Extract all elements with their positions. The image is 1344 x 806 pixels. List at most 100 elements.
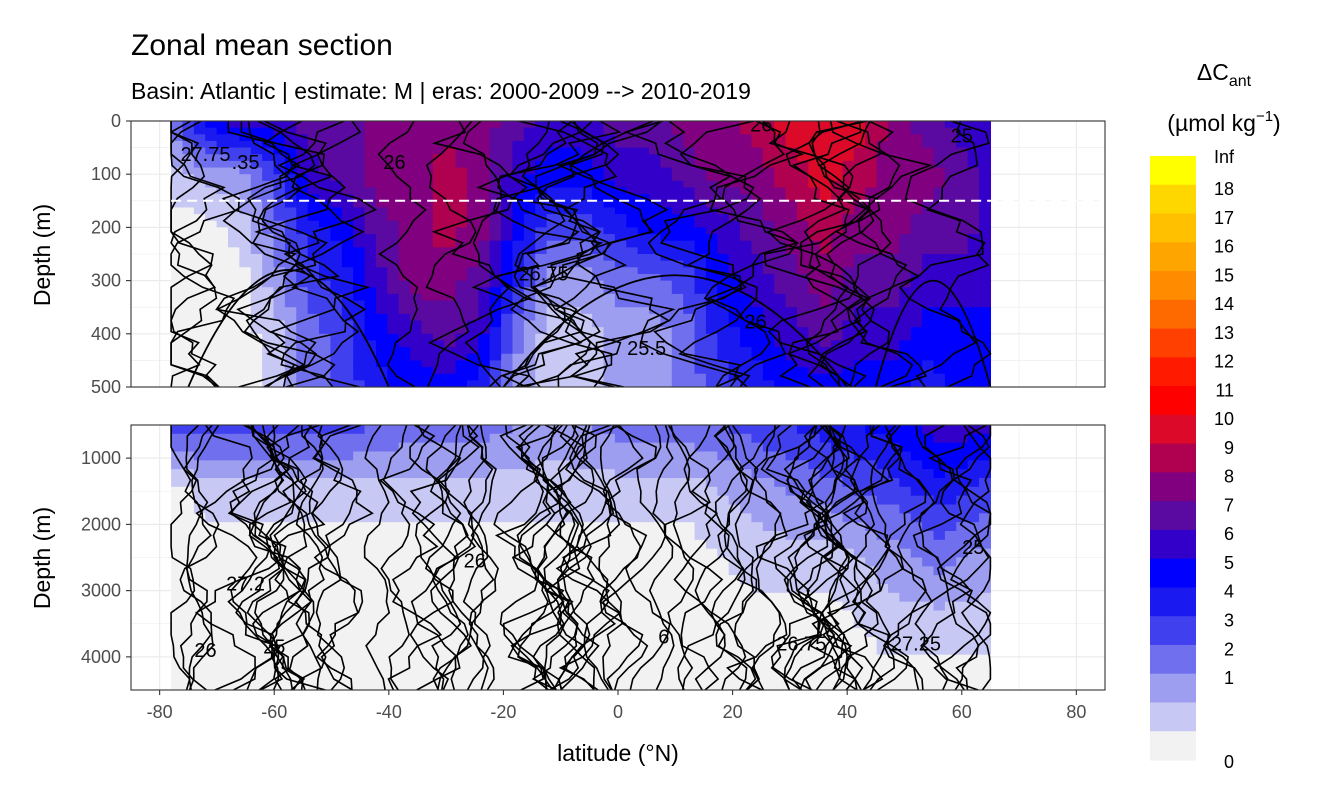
field-cell: [728, 340, 741, 348]
field-cell: [512, 313, 525, 322]
field-cell: [785, 442, 798, 453]
field-cell: [364, 460, 377, 470]
field-cell: [831, 267, 844, 275]
field-cell: [444, 373, 457, 381]
field-cell: [341, 584, 354, 594]
field-cell: [785, 214, 798, 222]
field-cell: [876, 254, 889, 262]
field-cell: [398, 293, 411, 302]
field-cell: [296, 254, 309, 262]
field-cell: [910, 254, 923, 262]
field-cell: [580, 214, 593, 222]
field-cell: [694, 234, 707, 242]
field-cell: [785, 180, 798, 189]
field-cell: [899, 584, 912, 594]
field-cell: [523, 486, 536, 497]
field-cell: [683, 333, 696, 342]
field-cell: [455, 522, 468, 532]
field-cell: [933, 273, 946, 282]
field-cell: [216, 333, 229, 342]
field-cell: [717, 539, 730, 550]
field-cell: [569, 154, 582, 162]
field-cell: [853, 273, 866, 282]
field-cell: [353, 333, 366, 342]
field-cell: [432, 425, 445, 435]
field-cell: [489, 360, 502, 368]
field-cell: [910, 548, 923, 559]
field-cell: [205, 147, 218, 155]
field-cell: [910, 220, 923, 228]
field-cell: [205, 207, 218, 215]
field-cell: [478, 522, 491, 532]
field-cell: [319, 566, 332, 576]
field-cell: [193, 460, 206, 470]
field-cell: [319, 214, 332, 222]
field-cell: [910, 280, 923, 288]
field-cell: [683, 566, 696, 576]
field-cell: [364, 300, 377, 308]
field-cell: [239, 260, 252, 268]
field-cell: [466, 267, 479, 275]
field-cell: [387, 313, 400, 322]
field-cell: [523, 575, 536, 585]
field-cell: [865, 347, 878, 355]
field-cell: [626, 373, 639, 381]
field-cell: [364, 486, 377, 497]
field-cell: [910, 214, 923, 222]
field-cell: [762, 154, 775, 162]
field-cell: [432, 160, 445, 169]
field-cell: [489, 619, 502, 629]
field-cell: [876, 121, 889, 129]
field-cell: [171, 601, 184, 612]
field-cell: [762, 160, 775, 169]
field-cell: [728, 663, 741, 673]
field-cell: [592, 654, 605, 665]
field-cell: [284, 672, 297, 682]
field-cell: [626, 340, 639, 348]
field-cell: [444, 628, 457, 638]
field-cell: [375, 320, 388, 328]
field-cell: [796, 619, 809, 629]
field-cell: [626, 619, 639, 629]
field-cell: [660, 478, 673, 488]
field-cell: [228, 373, 240, 381]
field-cell: [478, 681, 491, 690]
field-cell: [626, 174, 639, 182]
field-cell: [489, 187, 502, 195]
field-cell: [694, 227, 707, 235]
field-cell: [637, 200, 650, 209]
field-cell: [887, 539, 900, 550]
field-cell: [489, 451, 502, 461]
field-cell: [728, 240, 741, 248]
field-cell: [853, 433, 866, 444]
field-cell: [660, 313, 673, 322]
field-cell: [535, 307, 548, 315]
field-cell: [853, 531, 866, 541]
field-cell: [512, 214, 525, 222]
field-cell: [307, 610, 320, 620]
field-cell: [944, 174, 957, 182]
field-cell: [910, 367, 923, 375]
field-cell: [979, 254, 992, 262]
field-cell: [649, 637, 662, 647]
field-cell: [410, 433, 423, 444]
field-cell: [660, 267, 673, 275]
field-cell: [193, 320, 206, 328]
field-cell: [432, 180, 445, 189]
field-cell: [558, 645, 570, 656]
contour-line: [554, 121, 628, 387]
field-cell: [762, 478, 775, 488]
field-cell: [660, 333, 673, 342]
field-cell: [466, 273, 479, 282]
field-cell: [307, 619, 320, 629]
field-cell: [364, 539, 377, 550]
field-cell: [466, 247, 479, 255]
field-cell: [910, 373, 923, 381]
field-cell: [307, 380, 320, 387]
field-cell: [649, 619, 662, 629]
field-cell: [910, 486, 923, 497]
field-cell: [637, 234, 650, 242]
field-cell: [375, 380, 388, 387]
field-cell: [831, 313, 844, 322]
